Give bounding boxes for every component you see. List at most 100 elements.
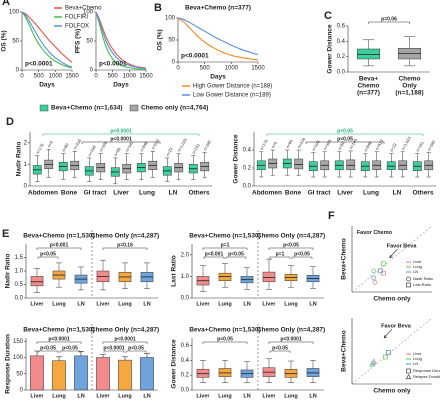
y-tick-label: 0.6: [337, 24, 346, 30]
x-tick-label: Liver: [196, 393, 210, 399]
p-value: p=0.06: [381, 16, 397, 22]
legend-swatch: [129, 104, 139, 112]
p-value: p<0.05: [40, 251, 56, 257]
n-label: n=60: [61, 142, 70, 153]
group-title: Chemo Only (n=4,287): [257, 327, 325, 334]
bracket: [102, 247, 148, 250]
x-axis-label: Days: [210, 74, 226, 81]
n-label: n=23: [389, 142, 398, 153]
p-value: p<0.05: [272, 345, 288, 351]
x-tick-label: LN: [309, 393, 316, 399]
x-tick-label: 1500: [139, 74, 153, 80]
x-tick-label: Only: [402, 83, 417, 90]
survival-curve: [21, 11, 73, 63]
group-title: Chemo Only (n=4,287): [257, 233, 325, 240]
y-tick-label: 1.0: [181, 274, 190, 280]
p-value: p<0.0001: [99, 61, 127, 68]
legend-label: LN: [413, 269, 418, 274]
p-value: p<0.0001: [103, 345, 124, 351]
n-label: n=170: [35, 142, 45, 155]
n-label: n=140: [348, 137, 358, 150]
group-title: Beva+Chemo (n=1,530): [189, 233, 261, 240]
diagonal: [351, 317, 433, 385]
point: [385, 350, 391, 355]
point: [383, 354, 388, 360]
x-tick-label: (n=377): [357, 90, 380, 97]
y-tick-label: 1.5: [15, 255, 24, 261]
y-tick-label: 50: [12, 39, 19, 45]
y-tick-label: 100: [13, 355, 24, 361]
n-label: n=9: [46, 139, 54, 148]
legend-label: Last Ratio: [413, 282, 432, 287]
y-axis-label: Response Duration: [5, 334, 12, 394]
x-tick-label: Lung: [118, 393, 131, 399]
y-axis-label: OS (%): [1, 30, 8, 51]
y-tick-label: 0.5: [15, 282, 24, 288]
error-bar: [144, 353, 150, 358]
x-tick-label: 500: [108, 74, 119, 80]
legend-label: Chemo only (n=4,764): [141, 105, 208, 112]
y-axis-label: Nadir Ratio: [15, 142, 22, 177]
error-bar: [122, 356, 128, 361]
y-tick-label: 0: [16, 68, 20, 74]
chart-title: Beva+Chemo (n=377): [185, 5, 251, 12]
survival-curve: [95, 11, 147, 69]
x-tick-label: 1000: [49, 74, 63, 80]
x-axis-label: Chemo only: [373, 388, 411, 395]
panel-label: B: [154, 2, 162, 14]
survival-curve: [95, 11, 147, 70]
bracket: [202, 247, 248, 250]
bracket: [81, 141, 161, 144]
bracket: [102, 341, 148, 344]
bar: [30, 355, 44, 391]
panel-label: C: [324, 10, 332, 22]
y-tick-label: 50: [86, 39, 93, 45]
x-tick-label: Abdomen: [28, 190, 58, 197]
x-tick-label: LN: [143, 301, 150, 307]
n-label: n=108: [87, 144, 97, 157]
n-label: n=23: [165, 146, 174, 157]
y-tick-label: 0.2: [181, 373, 190, 379]
y-tick-label: 0: [20, 388, 24, 394]
y-tick-label: 0.0: [181, 296, 190, 302]
n-label: n=170: [259, 138, 269, 151]
p-value: p=1: [221, 242, 230, 248]
bracket: [268, 341, 314, 344]
box: [386, 161, 396, 171]
n-label: n=140: [124, 140, 134, 153]
x-tick-label: 1500: [65, 74, 79, 80]
p-value: p<0.0001: [110, 136, 131, 142]
n-label: n=513: [150, 138, 160, 151]
annotation: Favor Beva: [381, 323, 412, 329]
x-tick-label: GI tract: [84, 190, 108, 197]
bracket: [291, 256, 313, 259]
bar: [52, 360, 66, 391]
box: [262, 271, 276, 283]
y-axis-label: OS (%): [157, 29, 164, 50]
x-tick-label: Lung: [284, 301, 297, 307]
bar: [96, 357, 110, 391]
survival-curve: [21, 11, 73, 69]
bracket: [42, 133, 200, 136]
p-value: p<0.05: [283, 242, 299, 248]
x-tick-label: Chemo: [398, 76, 420, 83]
bracket: [36, 341, 82, 344]
y-tick-label: 1: [24, 162, 28, 168]
bracket: [103, 350, 125, 353]
x-tick-label: Lung: [218, 301, 231, 307]
x-tick-label: Liver: [30, 301, 44, 307]
x-tick-label: 1500: [251, 66, 265, 72]
legend-label: LN: [413, 361, 418, 366]
x-tick-label: 500: [200, 66, 211, 72]
bar: [140, 357, 154, 391]
p-value: p<0.0001: [48, 336, 69, 342]
y-tick-label: 0.0: [337, 70, 346, 76]
y-tick-label: 0.0: [15, 296, 24, 302]
p-value: p<0.001: [205, 251, 224, 257]
survival-curve: [95, 11, 146, 70]
panel-label: D: [6, 116, 14, 128]
y-tick-label: 2.0: [181, 252, 190, 258]
x-tick-label: 0: [94, 74, 98, 80]
y-tick-label: 0.4: [181, 358, 190, 364]
